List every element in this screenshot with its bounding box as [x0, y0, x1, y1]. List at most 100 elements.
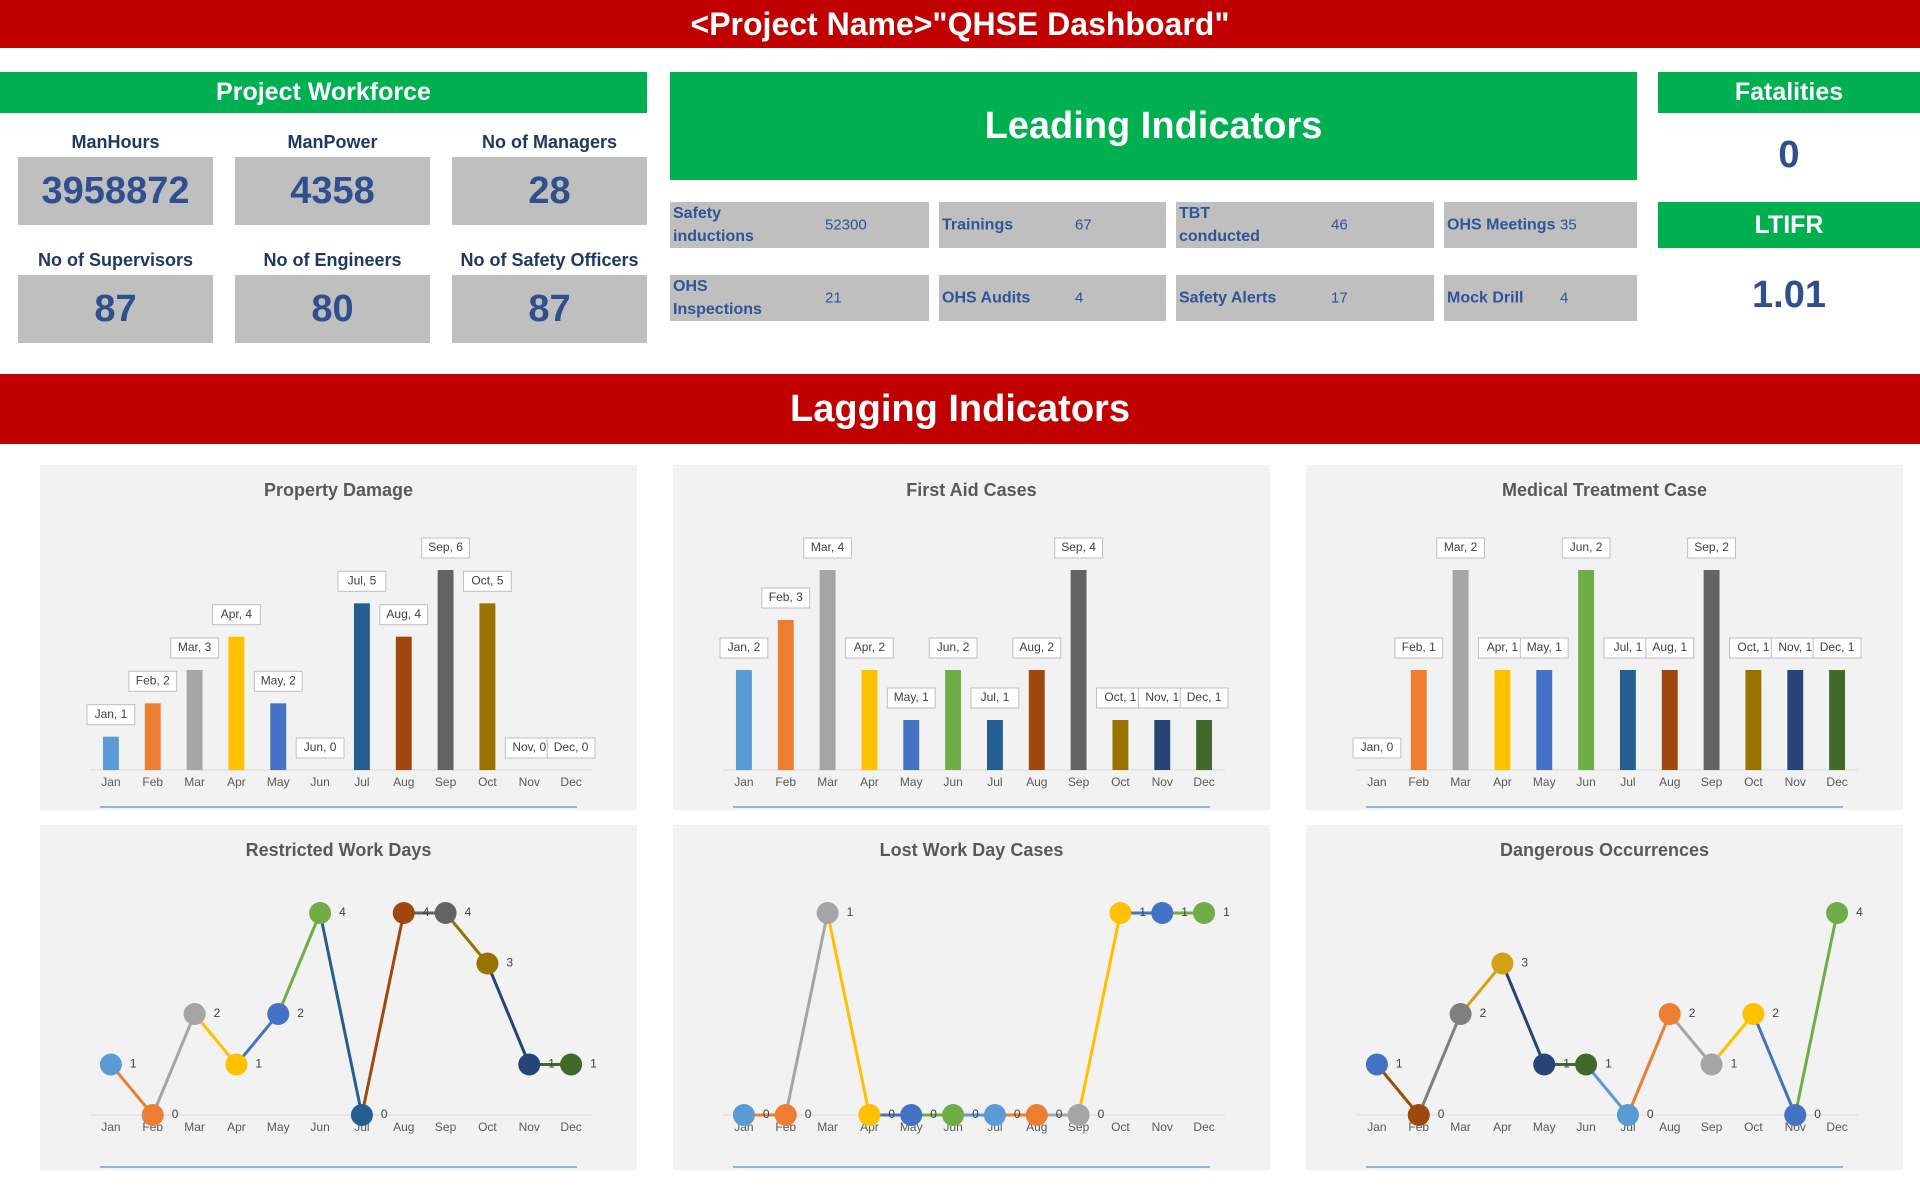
bar [1494, 670, 1511, 770]
data-label: Jun, 0 [304, 740, 337, 754]
x-tick-label: Feb [775, 775, 796, 789]
x-tick-label: Jul [987, 775, 1002, 789]
bar [186, 670, 203, 770]
point [1658, 1003, 1681, 1025]
card-label: No of Safety Officers [460, 250, 639, 270]
data-label: Apr, 1 [1487, 640, 1519, 654]
point [1109, 902, 1132, 924]
line-segment [1417, 1013, 1462, 1116]
x-tick-label: Oct [1111, 775, 1130, 789]
data-label: Apr, 4 [221, 607, 253, 621]
data-label: Mar, 4 [811, 540, 845, 554]
data-label: Aug, 4 [386, 607, 421, 621]
bar [1196, 720, 1213, 770]
x-tick-label: May [1533, 1120, 1556, 1134]
x-tick-label: Aug [1659, 775, 1680, 789]
data-label: 0 [972, 1107, 979, 1121]
label-box [546, 737, 596, 759]
data-label: 0 [172, 1107, 179, 1121]
x-tick-label: Jul [354, 775, 369, 789]
label-box [170, 637, 219, 659]
data-label: Feb, 3 [769, 590, 803, 604]
card-value: 87 [18, 275, 213, 343]
x-tick-label: Jan [734, 775, 753, 789]
bar [777, 620, 794, 770]
x-tick-label: May [900, 775, 923, 789]
x-tick-label: Aug [393, 775, 414, 789]
lagging-title: Lagging Indicators [0, 374, 1920, 444]
data-label: Oct, 5 [471, 574, 503, 588]
x-tick-label: Oct [1744, 1120, 1763, 1134]
x-tick-label: Aug [1659, 1120, 1680, 1134]
leading-title: Leading Indicators [670, 72, 1637, 180]
data-label: 1 [130, 1057, 137, 1071]
data-label: 0 [1814, 1107, 1821, 1121]
label-box [1012, 637, 1062, 659]
bar [986, 720, 1003, 770]
label-box [379, 604, 429, 626]
data-label: Oct, 1 [1737, 640, 1769, 654]
label-box [86, 704, 136, 726]
data-label: Jun, 2 [937, 640, 970, 654]
data-label: Dec, 1 [1187, 690, 1222, 704]
indicator-value: 17 [1331, 289, 1348, 307]
bar [1452, 570, 1469, 770]
x-tick-label: Feb [1408, 775, 1429, 789]
point [350, 1104, 373, 1126]
label-box [886, 687, 936, 709]
line-segment [1793, 912, 1839, 1116]
indicator-cell: Mock Drill 4 [1444, 275, 1637, 321]
label-box [761, 587, 811, 609]
x-tick-label: Apr [1493, 1120, 1512, 1134]
data-label: Apr, 2 [854, 640, 886, 654]
card-value: 4358 [235, 157, 430, 225]
data-label: 1 [1223, 905, 1230, 919]
data-label: 1 [1605, 1057, 1612, 1071]
x-tick-label: Dec [560, 775, 581, 789]
label-box [421, 537, 470, 559]
x-tick-label: Mar [184, 775, 205, 789]
data-label: 0 [381, 1107, 388, 1121]
x-tick-label: Mar [1450, 775, 1471, 789]
data-label: 0 [930, 1107, 937, 1121]
indicator-value: 21 [825, 289, 842, 307]
data-label: Jun, 2 [1570, 540, 1603, 554]
card-value: 28 [452, 157, 647, 225]
x-tick-label: Dec [560, 1120, 581, 1134]
line-segment [360, 912, 406, 1116]
x-tick-label: May [267, 1120, 290, 1134]
x-tick-label: Sep [1701, 1120, 1723, 1134]
data-label: Jan, 2 [728, 640, 761, 654]
chart: Medical Treatment Case Jan Feb Mar Apr May Jun… [1352, 480, 1862, 808]
label-box [1561, 537, 1611, 559]
label-box [1179, 687, 1229, 709]
bar [1410, 670, 1427, 770]
bar [819, 570, 836, 770]
indicator-label: Safety inductions [673, 205, 754, 245]
card-label: No of Supervisors [37, 250, 194, 270]
x-tick-label: Jan [101, 775, 120, 789]
data-label: 1 [590, 1057, 597, 1071]
card-label: ManHours [71, 132, 160, 152]
data-label: Sep, 2 [1694, 540, 1729, 554]
data-label: 1 [847, 905, 854, 919]
data-label: 2 [1480, 1006, 1487, 1020]
x-tick-label: Nov [1152, 775, 1173, 789]
data-label: Sep, 6 [428, 540, 463, 554]
x-tick-label: Jun [1576, 775, 1595, 789]
data-label: 3 [1521, 956, 1528, 970]
point [1784, 1104, 1807, 1126]
point [942, 1104, 965, 1126]
label-box [845, 637, 894, 659]
data-label: 1 [1563, 1057, 1570, 1071]
line-segment [276, 912, 322, 1015]
data-label: May, 1 [1527, 640, 1562, 654]
indicator-cell: TBT conducted 46 [1176, 202, 1434, 248]
ltifr-title: LTIFR [1658, 202, 1920, 248]
point [900, 1104, 923, 1126]
indicator-value: 46 [1331, 216, 1348, 234]
label-box [1054, 537, 1103, 559]
data-label: Aug, 2 [1019, 640, 1054, 654]
point [141, 1104, 164, 1126]
